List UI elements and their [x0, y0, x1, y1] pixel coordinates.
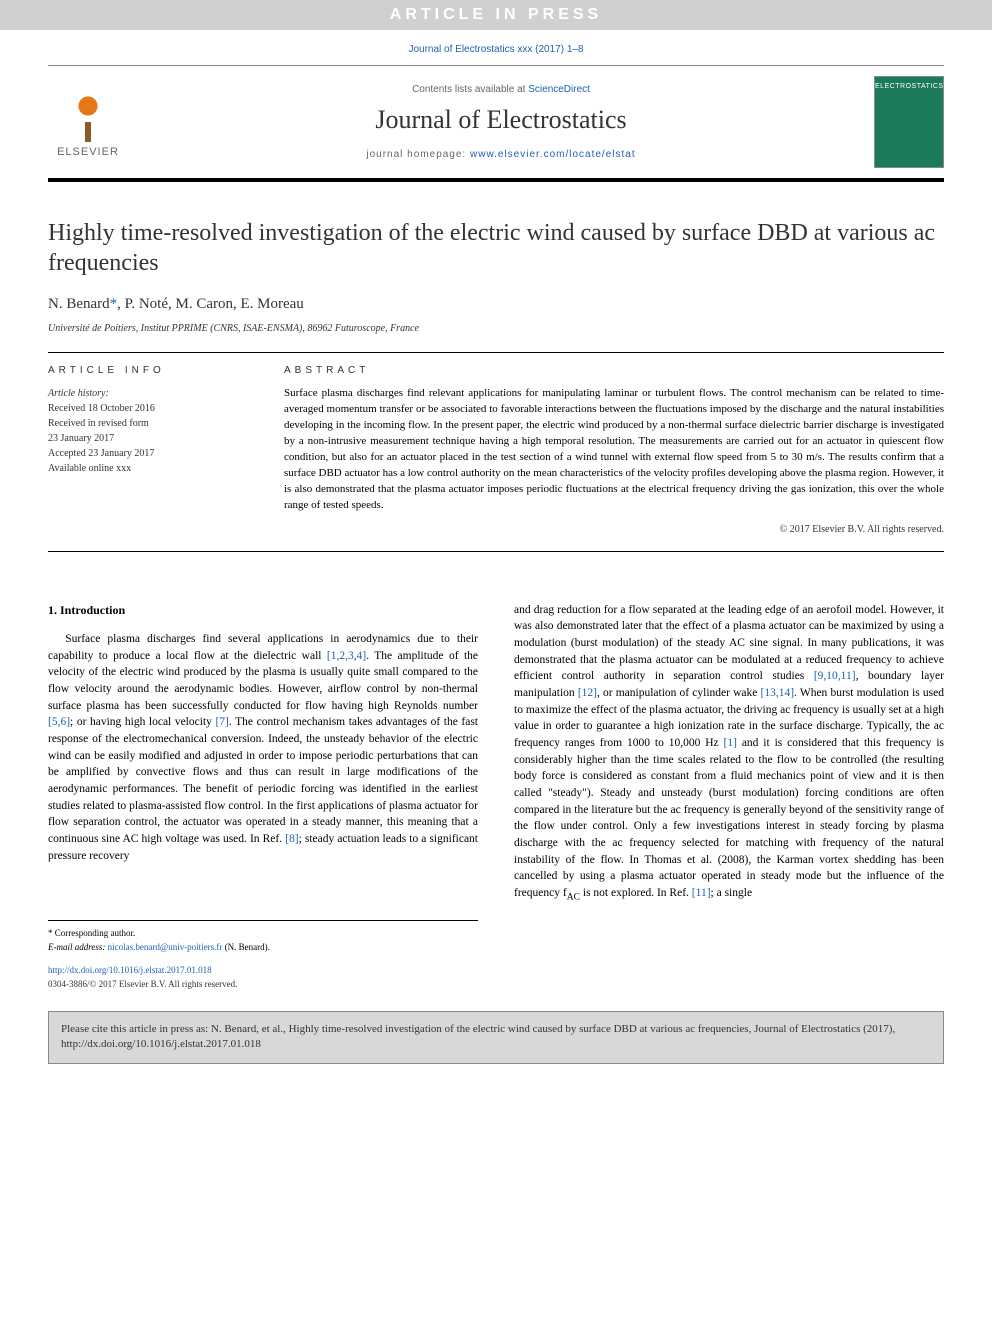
- homepage-link[interactable]: www.elsevier.com/locate/elstat: [470, 149, 636, 160]
- abstract-heading: ABSTRACT: [284, 365, 944, 376]
- abstract-col: ABSTRACT Surface plasma discharges find …: [284, 365, 944, 535]
- text-run: ; a single: [711, 887, 753, 899]
- history-accepted: Accepted 23 January 2017: [48, 446, 248, 461]
- text-run: ; or having high local velocity: [70, 716, 215, 728]
- citation-link[interactable]: [9,10,11]: [814, 670, 856, 682]
- subscript: AC: [567, 891, 580, 902]
- citation-box: Please cite this article in press as: N.…: [48, 1011, 944, 1064]
- history-revised-2: 23 January 2017: [48, 431, 248, 446]
- intro-paragraph: Surface plasma discharges find several a…: [48, 631, 478, 864]
- journal-cover-thumbnail[interactable]: ELECTROSTATICS: [874, 76, 944, 168]
- citation-link[interactable]: [1]: [724, 737, 737, 749]
- citation-link[interactable]: [11]: [692, 887, 711, 899]
- header-center: Contents lists available at ScienceDirec…: [128, 84, 874, 160]
- journal-reference: Journal of Electrostatics xxx (2017) 1–8: [0, 30, 992, 65]
- sciencedirect-link[interactable]: ScienceDirect: [528, 84, 590, 95]
- text-run: . The control mechanism takes advantages…: [48, 716, 478, 845]
- cover-thumb-label: ELECTROSTATICS: [875, 77, 943, 90]
- divider: [48, 352, 944, 353]
- journal-header: ELSEVIER Contents lists available at Sci…: [48, 65, 944, 182]
- affiliation: Université de Poitiers, Institut PPRIME …: [48, 323, 944, 334]
- email-suffix: (N. Benard).: [222, 942, 269, 952]
- citation-link[interactable]: [1,2,3,4]: [327, 650, 366, 662]
- history-label: Article history:: [48, 386, 248, 401]
- text-run: , or manipulation of cylinder wake: [597, 687, 761, 699]
- body-paragraph: and drag reduction for a flow separated …: [514, 602, 944, 905]
- content-wrap: Highly time-resolved investigation of th…: [0, 218, 992, 991]
- article-info-col: ARTICLE INFO Article history: Received 1…: [48, 365, 248, 535]
- homepage-prefix: journal homepage:: [366, 149, 470, 160]
- contents-available-line: Contents lists available at ScienceDirec…: [128, 84, 874, 95]
- citation-link[interactable]: [5,6]: [48, 716, 70, 728]
- info-abstract-row: ARTICLE INFO Article history: Received 1…: [48, 365, 944, 552]
- citation-link[interactable]: [7]: [215, 716, 228, 728]
- doi-block: http://dx.doi.org/10.1016/j.elstat.2017.…: [48, 964, 944, 991]
- issn-copyright: 0304-3886/© 2017 Elsevier B.V. All right…: [48, 978, 944, 992]
- history-online: Available online xxx: [48, 461, 248, 476]
- body-col-right: and drag reduction for a flow separated …: [514, 602, 944, 905]
- text-run: is not explored. In Ref.: [580, 887, 692, 899]
- email-link[interactable]: nicolas.benard@univ-poitiers.fr: [108, 942, 223, 952]
- email-label: E-mail address:: [48, 942, 108, 952]
- body-col-left: 1. Introduction Surface plasma discharge…: [48, 602, 478, 905]
- corresponding-author-note: * Corresponding author.: [48, 927, 478, 941]
- citation-link[interactable]: [13,14]: [761, 687, 795, 699]
- corr-author-marker: *: [110, 296, 118, 312]
- email-line: E-mail address: nicolas.benard@univ-poit…: [48, 941, 478, 955]
- article-in-press-banner: ARTICLE IN PRESS: [0, 0, 992, 30]
- authors: N. Benard*, P. Noté, M. Caron, E. Moreau: [48, 296, 944, 313]
- footnote-block: * Corresponding author. E-mail address: …: [48, 920, 478, 954]
- elsevier-label: ELSEVIER: [48, 146, 128, 158]
- body-columns: 1. Introduction Surface plasma discharge…: [48, 602, 944, 905]
- citation-link[interactable]: [12]: [578, 687, 597, 699]
- homepage-line: journal homepage: www.elsevier.com/locat…: [128, 149, 874, 160]
- intro-heading: 1. Introduction: [48, 602, 478, 619]
- article-info-heading: ARTICLE INFO: [48, 365, 248, 376]
- journal-name: Journal of Electrostatics: [128, 105, 874, 135]
- elsevier-tree-icon: [60, 86, 116, 142]
- abstract-text: Surface plasma discharges find relevant …: [284, 386, 944, 514]
- article-history: Article history: Received 18 October 201…: [48, 386, 248, 476]
- elsevier-logo[interactable]: ELSEVIER: [48, 86, 128, 158]
- citation-link[interactable]: [8]: [285, 833, 298, 845]
- history-revised-1: Received in revised form: [48, 416, 248, 431]
- contents-prefix: Contents lists available at: [412, 84, 528, 95]
- text-run: and it is considered that this frequency…: [514, 737, 944, 899]
- article-title: Highly time-resolved investigation of th…: [48, 218, 944, 278]
- history-received: Received 18 October 2016: [48, 401, 248, 416]
- doi-link[interactable]: http://dx.doi.org/10.1016/j.elstat.2017.…: [48, 964, 944, 978]
- abstract-copyright: © 2017 Elsevier B.V. All rights reserved…: [284, 524, 944, 535]
